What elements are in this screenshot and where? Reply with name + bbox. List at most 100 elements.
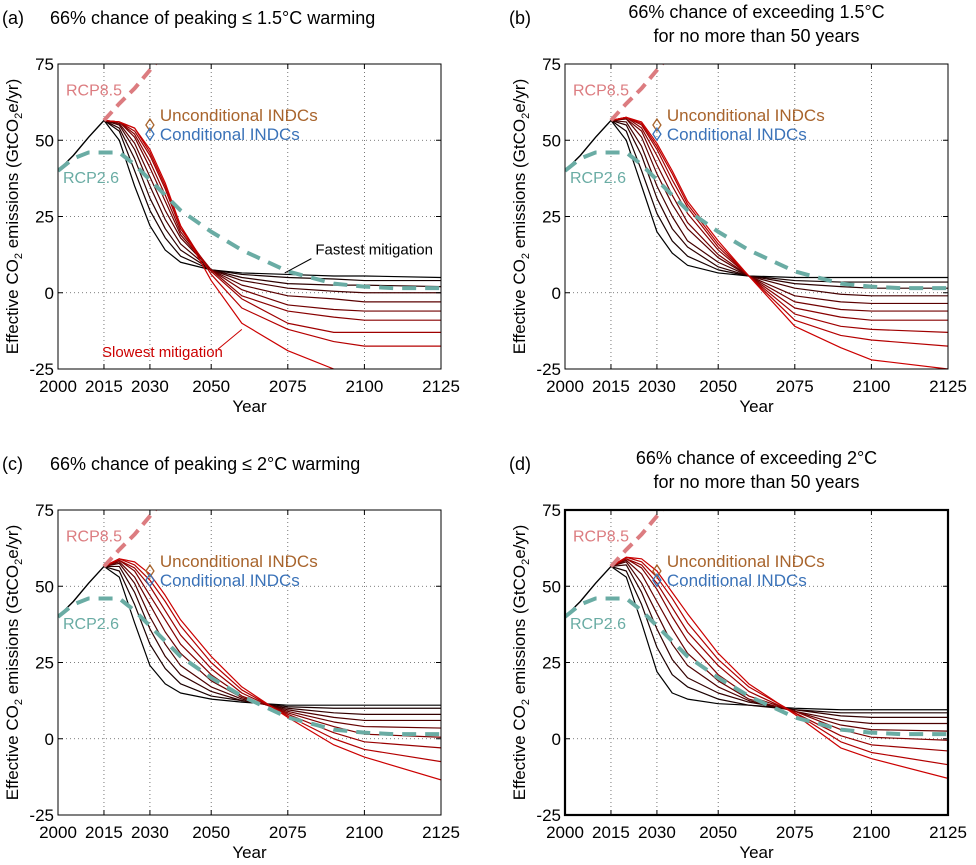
rcp85-label: RCP8.5 bbox=[573, 82, 629, 99]
x-tick-label: 2000 bbox=[39, 823, 77, 842]
y-tick-label: 75 bbox=[35, 55, 54, 74]
y-axis-title: Effective CO2 emissions (GtCO2e/yr) bbox=[510, 525, 532, 801]
panel-tag: (b) bbox=[509, 8, 531, 28]
y-axis-title: Effective CO2 emissions (GtCO2e/yr) bbox=[3, 525, 25, 801]
y-tick-label: 0 bbox=[552, 730, 561, 749]
scenario-line-1 bbox=[610, 120, 948, 279]
x-tick-label: 2050 bbox=[192, 823, 230, 842]
chart-panel-d: RCP8.5 RCP2.6 Unconditional INDCsCondition… bbox=[509, 448, 967, 862]
chart-panel-c: RCP8.5 RCP2.6 Unconditional INDCsCondition… bbox=[2, 454, 460, 862]
unconditional-indc-marker bbox=[652, 563, 662, 579]
y-axis-title: Effective CO2 emissions (GtCO2e/yr) bbox=[3, 79, 25, 355]
x-axis-title: Year bbox=[739, 397, 774, 416]
scenario-line-7 bbox=[103, 119, 441, 321]
scenario-line-4 bbox=[610, 119, 948, 297]
scenario-line-7 bbox=[103, 559, 441, 749]
unconditional-indcs-label: Unconditional INDCs bbox=[667, 106, 825, 125]
plot-area bbox=[565, 510, 948, 779]
scenario-line-7 bbox=[610, 558, 948, 752]
y-tick-label: 0 bbox=[552, 284, 561, 303]
panel-title: 66% chance of peaking ≤ 2°C warming bbox=[50, 454, 360, 474]
x-tick-label: 2125 bbox=[929, 377, 967, 396]
panel-title-line-1: 66% chance of exceeding 2°C bbox=[636, 448, 877, 468]
scenario-line-8 bbox=[610, 556, 948, 766]
x-tick-label: 2015 bbox=[85, 823, 123, 842]
y-tick-label: 50 bbox=[35, 131, 54, 150]
scenario-line-5 bbox=[103, 119, 441, 303]
unconditional-indcs-label: Unconditional INDCs bbox=[667, 552, 825, 571]
x-axis-title: Year bbox=[232, 843, 267, 862]
x-tick-label: 2100 bbox=[852, 377, 890, 396]
plot-area bbox=[58, 64, 441, 369]
y-tick-label: -25 bbox=[29, 360, 54, 379]
x-tick-label: 2015 bbox=[592, 823, 630, 842]
conditional-indc-marker bbox=[652, 572, 662, 588]
conditional-indcs-label: Conditional INDCs bbox=[160, 571, 300, 590]
rcp26-label: RCP2.6 bbox=[570, 616, 626, 633]
rcp85-label: RCP8.5 bbox=[66, 82, 122, 99]
fastest-mitigation-label: Fastest mitigation bbox=[315, 242, 433, 259]
y-tick-label: 25 bbox=[542, 654, 561, 673]
conditional-indcs-label: Conditional INDCs bbox=[667, 571, 807, 590]
y-tick-label: -25 bbox=[29, 806, 54, 825]
x-tick-label: 2050 bbox=[699, 823, 737, 842]
scenario-line-9 bbox=[103, 558, 441, 781]
y-tick-label: 25 bbox=[35, 654, 54, 673]
slowest-mitigation-pointer bbox=[217, 328, 243, 350]
y-tick-label: 25 bbox=[35, 208, 54, 227]
x-tick-label: 2125 bbox=[422, 823, 460, 842]
scenario-line-4 bbox=[103, 119, 441, 294]
grid bbox=[58, 64, 441, 369]
panel-title-line-1: 66% chance of exceeding 1.5°C bbox=[628, 2, 884, 22]
rcp85-line bbox=[102, 510, 158, 568]
scenario-line-1 bbox=[103, 120, 441, 279]
conditional-indc-marker bbox=[145, 126, 155, 142]
conditional-indc-marker bbox=[652, 126, 662, 142]
panel-title: 66% chance of peaking ≤ 1.5°C warming bbox=[50, 8, 375, 28]
rcp26-label: RCP2.6 bbox=[63, 170, 119, 187]
y-tick-label: 50 bbox=[542, 577, 561, 596]
y-tick-label: 0 bbox=[45, 284, 54, 303]
rcp26-label: RCP2.6 bbox=[570, 170, 626, 187]
x-tick-label: 2100 bbox=[345, 823, 383, 842]
chart-panel-b: RCP8.5 RCP2.6 Unconditional INDCsCondition… bbox=[509, 2, 967, 416]
x-tick-label: 2125 bbox=[422, 377, 460, 396]
unconditional-indc-marker bbox=[145, 563, 155, 579]
x-tick-label: 2000 bbox=[546, 377, 584, 396]
unconditional-indcs-label: Unconditional INDCs bbox=[160, 106, 318, 125]
x-tick-label: 2015 bbox=[85, 377, 123, 396]
scenario-line-6 bbox=[103, 559, 441, 738]
rcp85-line bbox=[609, 510, 665, 568]
scenario-line-3 bbox=[103, 565, 441, 715]
x-tick-label: 2030 bbox=[638, 377, 676, 396]
scenario-line-5 bbox=[610, 118, 948, 305]
y-tick-label: 50 bbox=[542, 131, 561, 150]
y-tick-label: 75 bbox=[542, 55, 561, 74]
x-tick-label: 2075 bbox=[776, 823, 814, 842]
scenario-line-10 bbox=[103, 119, 336, 369]
unconditional-indc-marker bbox=[652, 117, 662, 133]
x-tick-label: 2030 bbox=[131, 823, 169, 842]
scenario-line-3 bbox=[610, 564, 948, 719]
scenario-line-4 bbox=[103, 562, 441, 722]
x-tick-label: 2015 bbox=[592, 377, 630, 396]
scenario-line-9 bbox=[610, 116, 948, 347]
x-axis-title: Year bbox=[232, 397, 267, 416]
y-tick-label: -25 bbox=[536, 806, 561, 825]
y-tick-label: 75 bbox=[542, 501, 561, 520]
x-tick-label: 2075 bbox=[269, 823, 307, 842]
plot-area bbox=[58, 510, 441, 781]
y-tick-label: 0 bbox=[45, 730, 54, 749]
x-tick-label: 2050 bbox=[699, 377, 737, 396]
slowest-mitigation-label: Slowest mitigation bbox=[102, 344, 223, 361]
scenario-line-2 bbox=[103, 565, 441, 709]
rcp85-label: RCP8.5 bbox=[66, 528, 122, 545]
conditional-indcs-label: Conditional INDCs bbox=[667, 125, 807, 144]
x-tick-label: 2075 bbox=[269, 377, 307, 396]
scenario-line-2 bbox=[610, 119, 948, 283]
scenario-line-8 bbox=[103, 558, 441, 763]
scenario-line-6 bbox=[610, 118, 948, 312]
rcp85-line bbox=[102, 64, 158, 122]
rcp85-label: RCP8.5 bbox=[573, 528, 629, 545]
grid bbox=[565, 64, 948, 369]
